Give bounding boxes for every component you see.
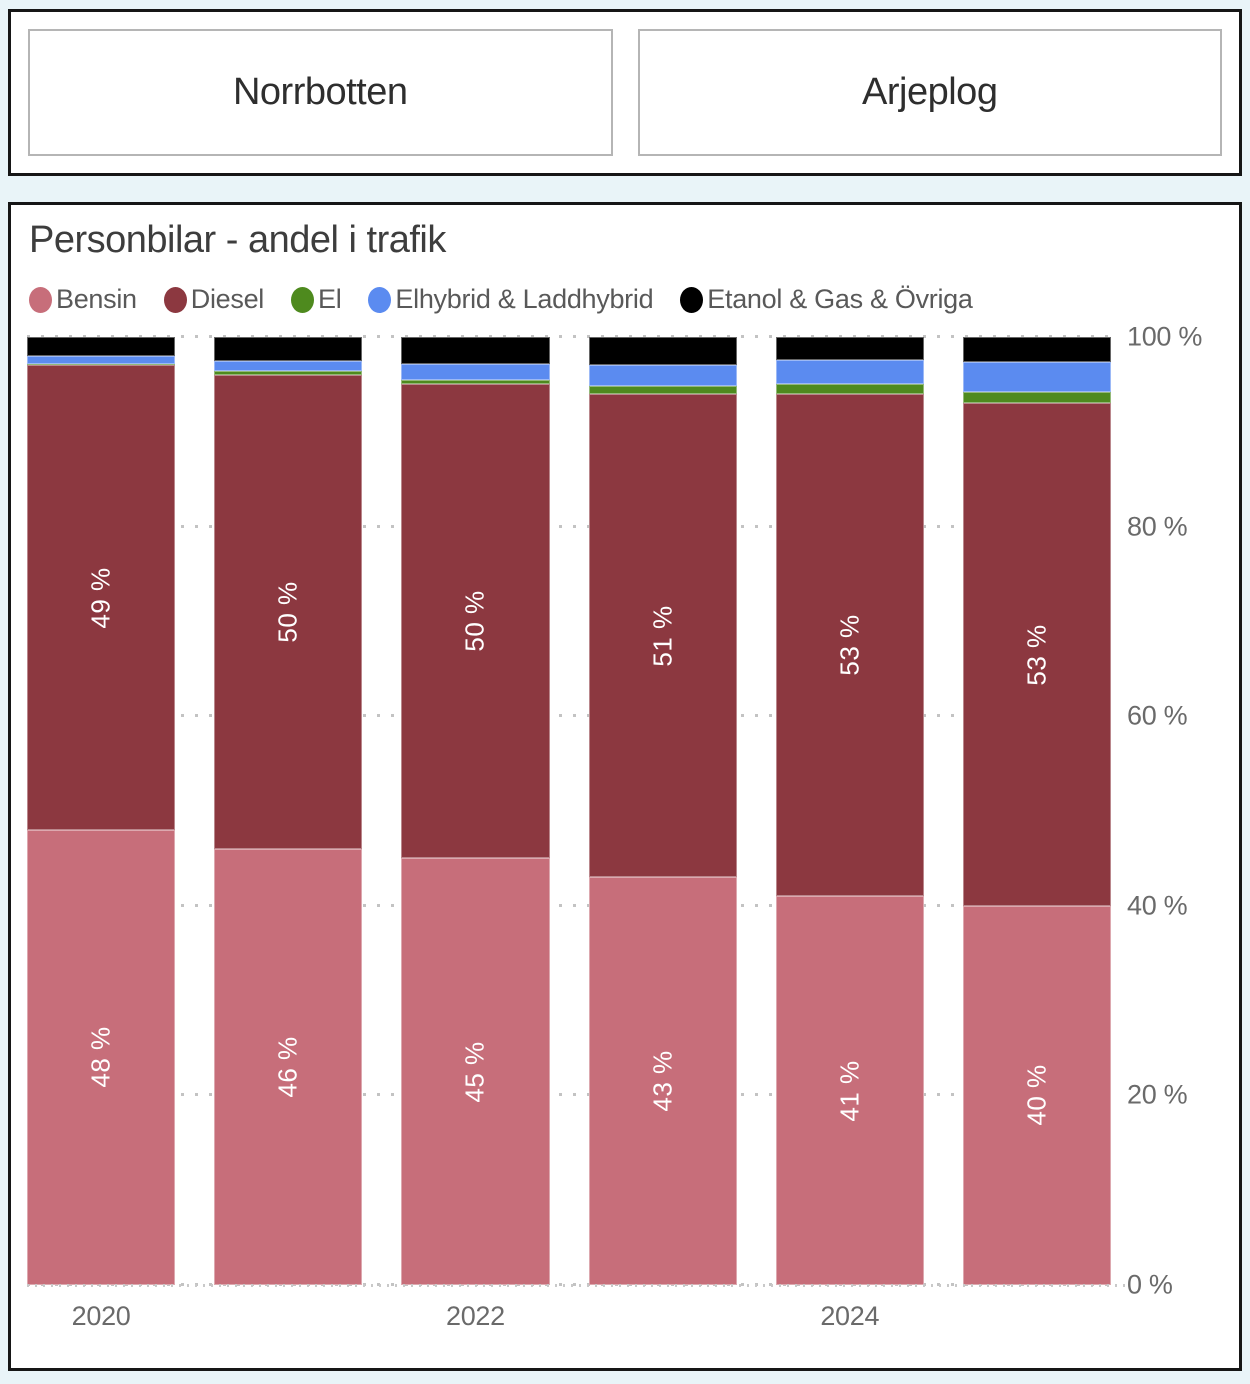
x-tick-label-2020: 2020 (71, 1301, 131, 1331)
legend-swatch-icon (29, 286, 52, 313)
x-tick-label-2024: 2024 (820, 1301, 880, 1331)
bar-segment-label: 50 % (272, 581, 303, 643)
bar-segment-2020-elhybrid-laddhybrid[interactable] (27, 355, 176, 364)
x-axis-baseline (27, 1284, 1131, 1287)
gridline-100 (27, 335, 1111, 338)
bar-segment-2024-etanol-gas-vriga[interactable] (775, 337, 924, 360)
y-tick-label-20: 20 % (1127, 1079, 1188, 1110)
legend-label: Bensin (56, 284, 137, 314)
bar-segment-2021-bensin[interactable]: 46 % (214, 848, 363, 1285)
bar-segment-2023-bensin[interactable]: 43 % (588, 877, 737, 1285)
legend-label: Diesel (190, 284, 265, 314)
bar-segment-2023-el[interactable] (588, 386, 737, 394)
legend-label: El (318, 284, 342, 314)
bar-segment-label: 53 % (834, 614, 865, 676)
bar-segment-2025-etanol-gas-vriga[interactable] (962, 337, 1112, 362)
bar-2025: 53 % 40 % (962, 337, 1112, 1285)
bars-container: 49 % 48 % 50 % 46 % 50 % 45 % 51 % 43 % 53 % 41 %… (27, 337, 1112, 1285)
legend-swatch-icon (291, 286, 314, 313)
x-tick-label-empty-3 (589, 1301, 737, 1332)
legend-item-bensin[interactable]: Bensin (29, 284, 137, 315)
gridline-20 (27, 1093, 1111, 1097)
chart-legend: Bensin Diesel El Elhybrid & Laddhybrid Etano… (29, 284, 1223, 315)
y-tick-label-100: 100 % (1127, 321, 1203, 352)
legend-label: Elhybrid & Laddhybrid (395, 284, 654, 314)
chart-card: Personbilar - andel i trafik Bensin Diese… (8, 202, 1242, 1371)
bar-segment-2024-elhybrid-laddhybrid[interactable] (775, 359, 924, 385)
legend-item-el[interactable]: El (291, 284, 342, 315)
x-tick-label-2022: 2022 (445, 1301, 505, 1331)
legend-label: Etanol & Gas & Övriga (707, 284, 973, 314)
legend-item-elhybrid-laddhybrid[interactable]: Elhybrid & Laddhybrid (368, 284, 654, 315)
bar-segment-2025-diesel[interactable]: 53 % (962, 403, 1112, 906)
bar-segment-label: 53 % (1021, 623, 1052, 686)
bar-segment-2025-el[interactable] (962, 392, 1112, 404)
bar-2021: 50 % 46 % (214, 337, 363, 1285)
bar-segment-2020-diesel[interactable]: 49 % (27, 365, 176, 830)
bar-segment-label: 49 % (85, 567, 116, 629)
bar-2022: 50 % 45 % (401, 337, 550, 1285)
bar-segment-label: 50 % (459, 590, 490, 653)
x-axis: 2020 2022 2024 (27, 1285, 1111, 1358)
bar-segment-2025-bensin[interactable]: 40 % (962, 905, 1112, 1285)
bar-segment-2022-etanol-gas-vriga[interactable] (401, 337, 550, 364)
legend-swatch-icon (680, 286, 704, 313)
region-selector-panel: Norrbotten Arjeplog (8, 9, 1242, 176)
bar-segment-2022-el[interactable] (401, 380, 550, 385)
bar-segment-2020-el[interactable] (27, 363, 176, 366)
bar-segment-2020-bensin[interactable]: 48 % (27, 829, 176, 1285)
x-tick-label-empty-1 (214, 1301, 362, 1332)
bar-segment-label: 43 % (647, 1050, 678, 1112)
bar-segment-label: 48 % (85, 1026, 116, 1089)
bar-segment-label: 40 % (1021, 1064, 1052, 1127)
bar-segment-2024-bensin[interactable]: 41 % (775, 896, 924, 1285)
bar-segment-label: 41 % (834, 1060, 865, 1122)
y-tick-label-60: 60 % (1127, 700, 1188, 731)
bar-segment-2024-el[interactable] (775, 384, 924, 394)
bar-segment-2022-bensin[interactable]: 45 % (401, 858, 550, 1285)
bar-segment-label: 46 % (272, 1036, 303, 1098)
y-tick-label-40: 40 % (1127, 890, 1188, 921)
legend-item-diesel[interactable]: Diesel (163, 284, 265, 315)
plot-region: 49 % 48 % 50 % 46 % 50 % 45 % 51 % 43 % 53 % 41 %… (27, 335, 1131, 1287)
legend-item-etanol-gas-vriga[interactable]: Etanol & Gas & Övriga (680, 284, 973, 315)
legend-swatch-icon (163, 286, 187, 313)
x-tick-label-empty-5 (963, 1301, 1111, 1332)
bar-segment-2020-etanol-gas-vriga[interactable] (27, 337, 176, 356)
bar-segment-2023-diesel[interactable]: 51 % (588, 393, 737, 878)
chart-plot-area: 49 % 48 % 50 % 46 % 50 % 45 % 51 % 43 % 53 % 41 %… (27, 322, 1223, 1300)
bar-segment-2022-elhybrid-laddhybrid[interactable] (401, 363, 550, 381)
region-button-norrbotten[interactable]: Norrbotten (28, 29, 613, 156)
bar-segment-2023-etanol-gas-vriga[interactable] (588, 337, 737, 365)
y-tick-label-80: 80 % (1127, 511, 1188, 542)
y-tick-label-0: 0 % (1127, 1269, 1173, 1300)
legend-swatch-icon (368, 286, 392, 313)
bar-segment-2021-elhybrid-laddhybrid[interactable] (214, 360, 363, 372)
municipality-button-arjeplog[interactable]: Arjeplog (637, 29, 1222, 156)
gridline-60 (27, 714, 1111, 718)
bar-segment-2021-diesel[interactable]: 50 % (214, 374, 363, 849)
bar-2024: 53 % 41 % (775, 337, 924, 1285)
bar-segment-2024-diesel[interactable]: 53 % (775, 393, 924, 897)
chart-title: Personbilar - andel i trafik (29, 219, 446, 261)
bar-segment-2025-elhybrid-laddhybrid[interactable] (962, 361, 1112, 392)
bar-segment-2022-diesel[interactable]: 50 % (401, 384, 550, 859)
gridline-40 (27, 903, 1111, 907)
y-axis: 0 % 20 % 40 % 60 % 80 % 100 % (1123, 322, 1223, 1300)
bar-segment-2021-etanol-gas-vriga[interactable] (214, 337, 363, 361)
gridline-80 (27, 524, 1111, 528)
bar-segment-2023-elhybrid-laddhybrid[interactable] (588, 364, 737, 387)
bar-2023: 51 % 43 % (588, 337, 737, 1285)
bar-2020: 49 % 48 % (27, 337, 176, 1285)
bar-segment-2021-el[interactable] (214, 371, 363, 375)
bar-segment-label: 51 % (647, 605, 678, 667)
bar-segment-label: 45 % (459, 1041, 490, 1103)
